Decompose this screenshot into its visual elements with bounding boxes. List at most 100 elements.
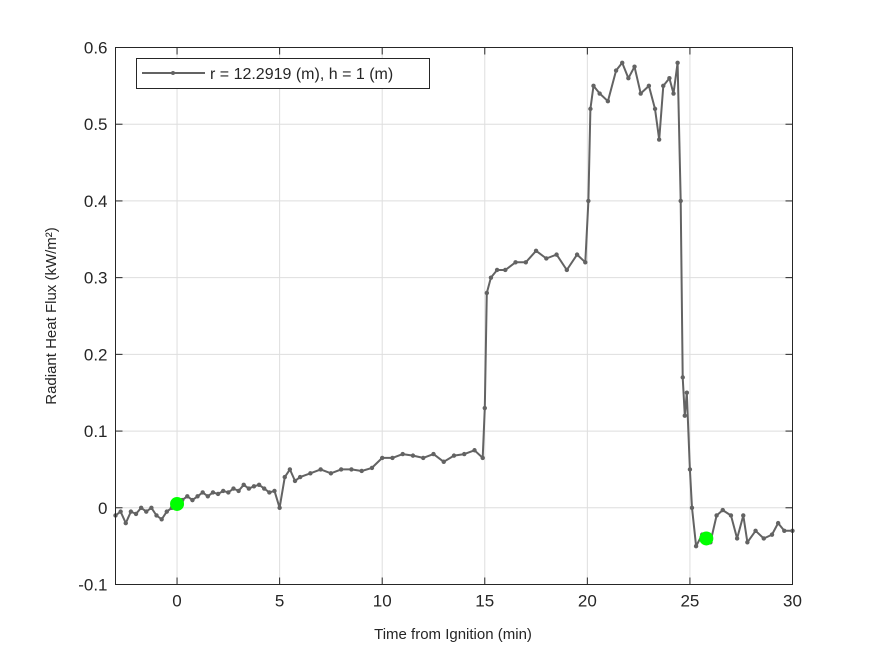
data-point bbox=[782, 528, 787, 533]
legend-label: r = 12.2919 (m), h = 1 (m) bbox=[210, 66, 393, 83]
data-point bbox=[626, 75, 631, 81]
data-point bbox=[328, 471, 334, 476]
data-point bbox=[482, 405, 487, 411]
y-tick-label: 0.1 bbox=[84, 422, 108, 441]
data-point bbox=[684, 390, 690, 395]
data-point bbox=[231, 486, 236, 491]
data-point bbox=[687, 467, 693, 472]
data-point bbox=[200, 490, 205, 495]
data-point bbox=[431, 451, 436, 457]
data-point bbox=[349, 467, 354, 472]
data-point bbox=[138, 505, 144, 510]
data-point bbox=[745, 540, 750, 545]
data-point bbox=[221, 488, 226, 494]
data-point bbox=[472, 448, 477, 453]
data-point bbox=[297, 474, 303, 480]
y-axis-label: Radiant Heat Flux (kW/m²) bbox=[43, 227, 60, 405]
data-point bbox=[359, 468, 364, 474]
legend: r = 12.2919 (m), h = 1 (m) bbox=[136, 58, 430, 89]
data-point bbox=[613, 68, 619, 73]
data-point bbox=[154, 513, 159, 518]
data-point bbox=[728, 513, 734, 518]
data-point bbox=[190, 497, 195, 503]
legend-marker bbox=[171, 71, 175, 75]
data-point bbox=[605, 99, 611, 104]
y-tick-label: -0.1 bbox=[78, 576, 107, 595]
data-point bbox=[267, 490, 272, 495]
data-point bbox=[282, 474, 287, 480]
data-point bbox=[638, 91, 643, 96]
x-tick-label: 5 bbox=[275, 592, 284, 611]
data-point bbox=[646, 83, 652, 89]
data-point bbox=[272, 488, 277, 494]
highlight-marker bbox=[699, 531, 714, 546]
data-point bbox=[308, 471, 313, 476]
data-point bbox=[369, 465, 375, 471]
data-point bbox=[632, 64, 637, 69]
y-tick-label: 0.4 bbox=[84, 192, 108, 211]
data-point bbox=[769, 532, 775, 537]
y-tick-label: 0.2 bbox=[84, 345, 108, 364]
data-point bbox=[410, 453, 416, 458]
series-line bbox=[114, 61, 793, 548]
data-point bbox=[241, 482, 246, 487]
data-point bbox=[236, 488, 241, 494]
data-point bbox=[661, 83, 666, 89]
data-point bbox=[379, 455, 385, 461]
y-tick-label: 0.6 bbox=[84, 39, 108, 58]
data-point bbox=[226, 490, 231, 495]
data-point bbox=[591, 83, 596, 89]
data-point bbox=[185, 494, 190, 499]
data-point bbox=[652, 106, 658, 112]
data-point bbox=[149, 505, 154, 510]
x-axis-label: Time from Ignition (min) bbox=[374, 626, 532, 643]
data-point bbox=[421, 455, 426, 461]
data-point bbox=[714, 513, 719, 518]
data-point bbox=[533, 248, 539, 253]
y-tick-label: 0 bbox=[98, 499, 107, 518]
data-point bbox=[318, 467, 323, 472]
data-point bbox=[753, 528, 758, 533]
data-point bbox=[488, 275, 494, 280]
data-point bbox=[164, 509, 169, 514]
data-point bbox=[680, 375, 685, 380]
data-point bbox=[597, 91, 602, 96]
data-point bbox=[682, 413, 687, 418]
data-point bbox=[123, 520, 128, 526]
data-point bbox=[693, 543, 699, 549]
data-point bbox=[583, 260, 588, 265]
data-point bbox=[400, 451, 405, 457]
data-point bbox=[667, 75, 672, 81]
x-tick-label: 30 bbox=[783, 592, 802, 611]
data-point bbox=[741, 513, 746, 518]
data-point bbox=[262, 486, 267, 491]
y-tick-label: 0.5 bbox=[84, 115, 108, 134]
highlight-marker bbox=[170, 496, 185, 511]
data-point bbox=[544, 256, 549, 261]
data-point bbox=[159, 517, 164, 522]
data-point bbox=[620, 60, 625, 66]
data-point bbox=[210, 490, 216, 495]
data-point bbox=[503, 267, 508, 273]
data-point bbox=[118, 509, 123, 514]
data-point bbox=[277, 505, 282, 510]
x-tick-label: 10 bbox=[373, 592, 392, 611]
data-point bbox=[484, 290, 490, 296]
data-point bbox=[480, 455, 485, 461]
data-point bbox=[513, 260, 518, 265]
data-point bbox=[195, 494, 200, 499]
data-point bbox=[588, 106, 593, 112]
data-point bbox=[287, 467, 293, 472]
data-point bbox=[441, 459, 446, 464]
series-layer bbox=[113, 60, 795, 549]
data-point bbox=[338, 467, 344, 472]
data-point bbox=[256, 482, 262, 487]
data-point bbox=[494, 267, 500, 273]
data-point bbox=[574, 252, 580, 257]
plot-frame bbox=[115, 47, 793, 585]
data-point bbox=[586, 198, 591, 204]
data-point bbox=[215, 491, 221, 497]
data-point bbox=[133, 511, 139, 517]
data-point bbox=[775, 520, 781, 526]
